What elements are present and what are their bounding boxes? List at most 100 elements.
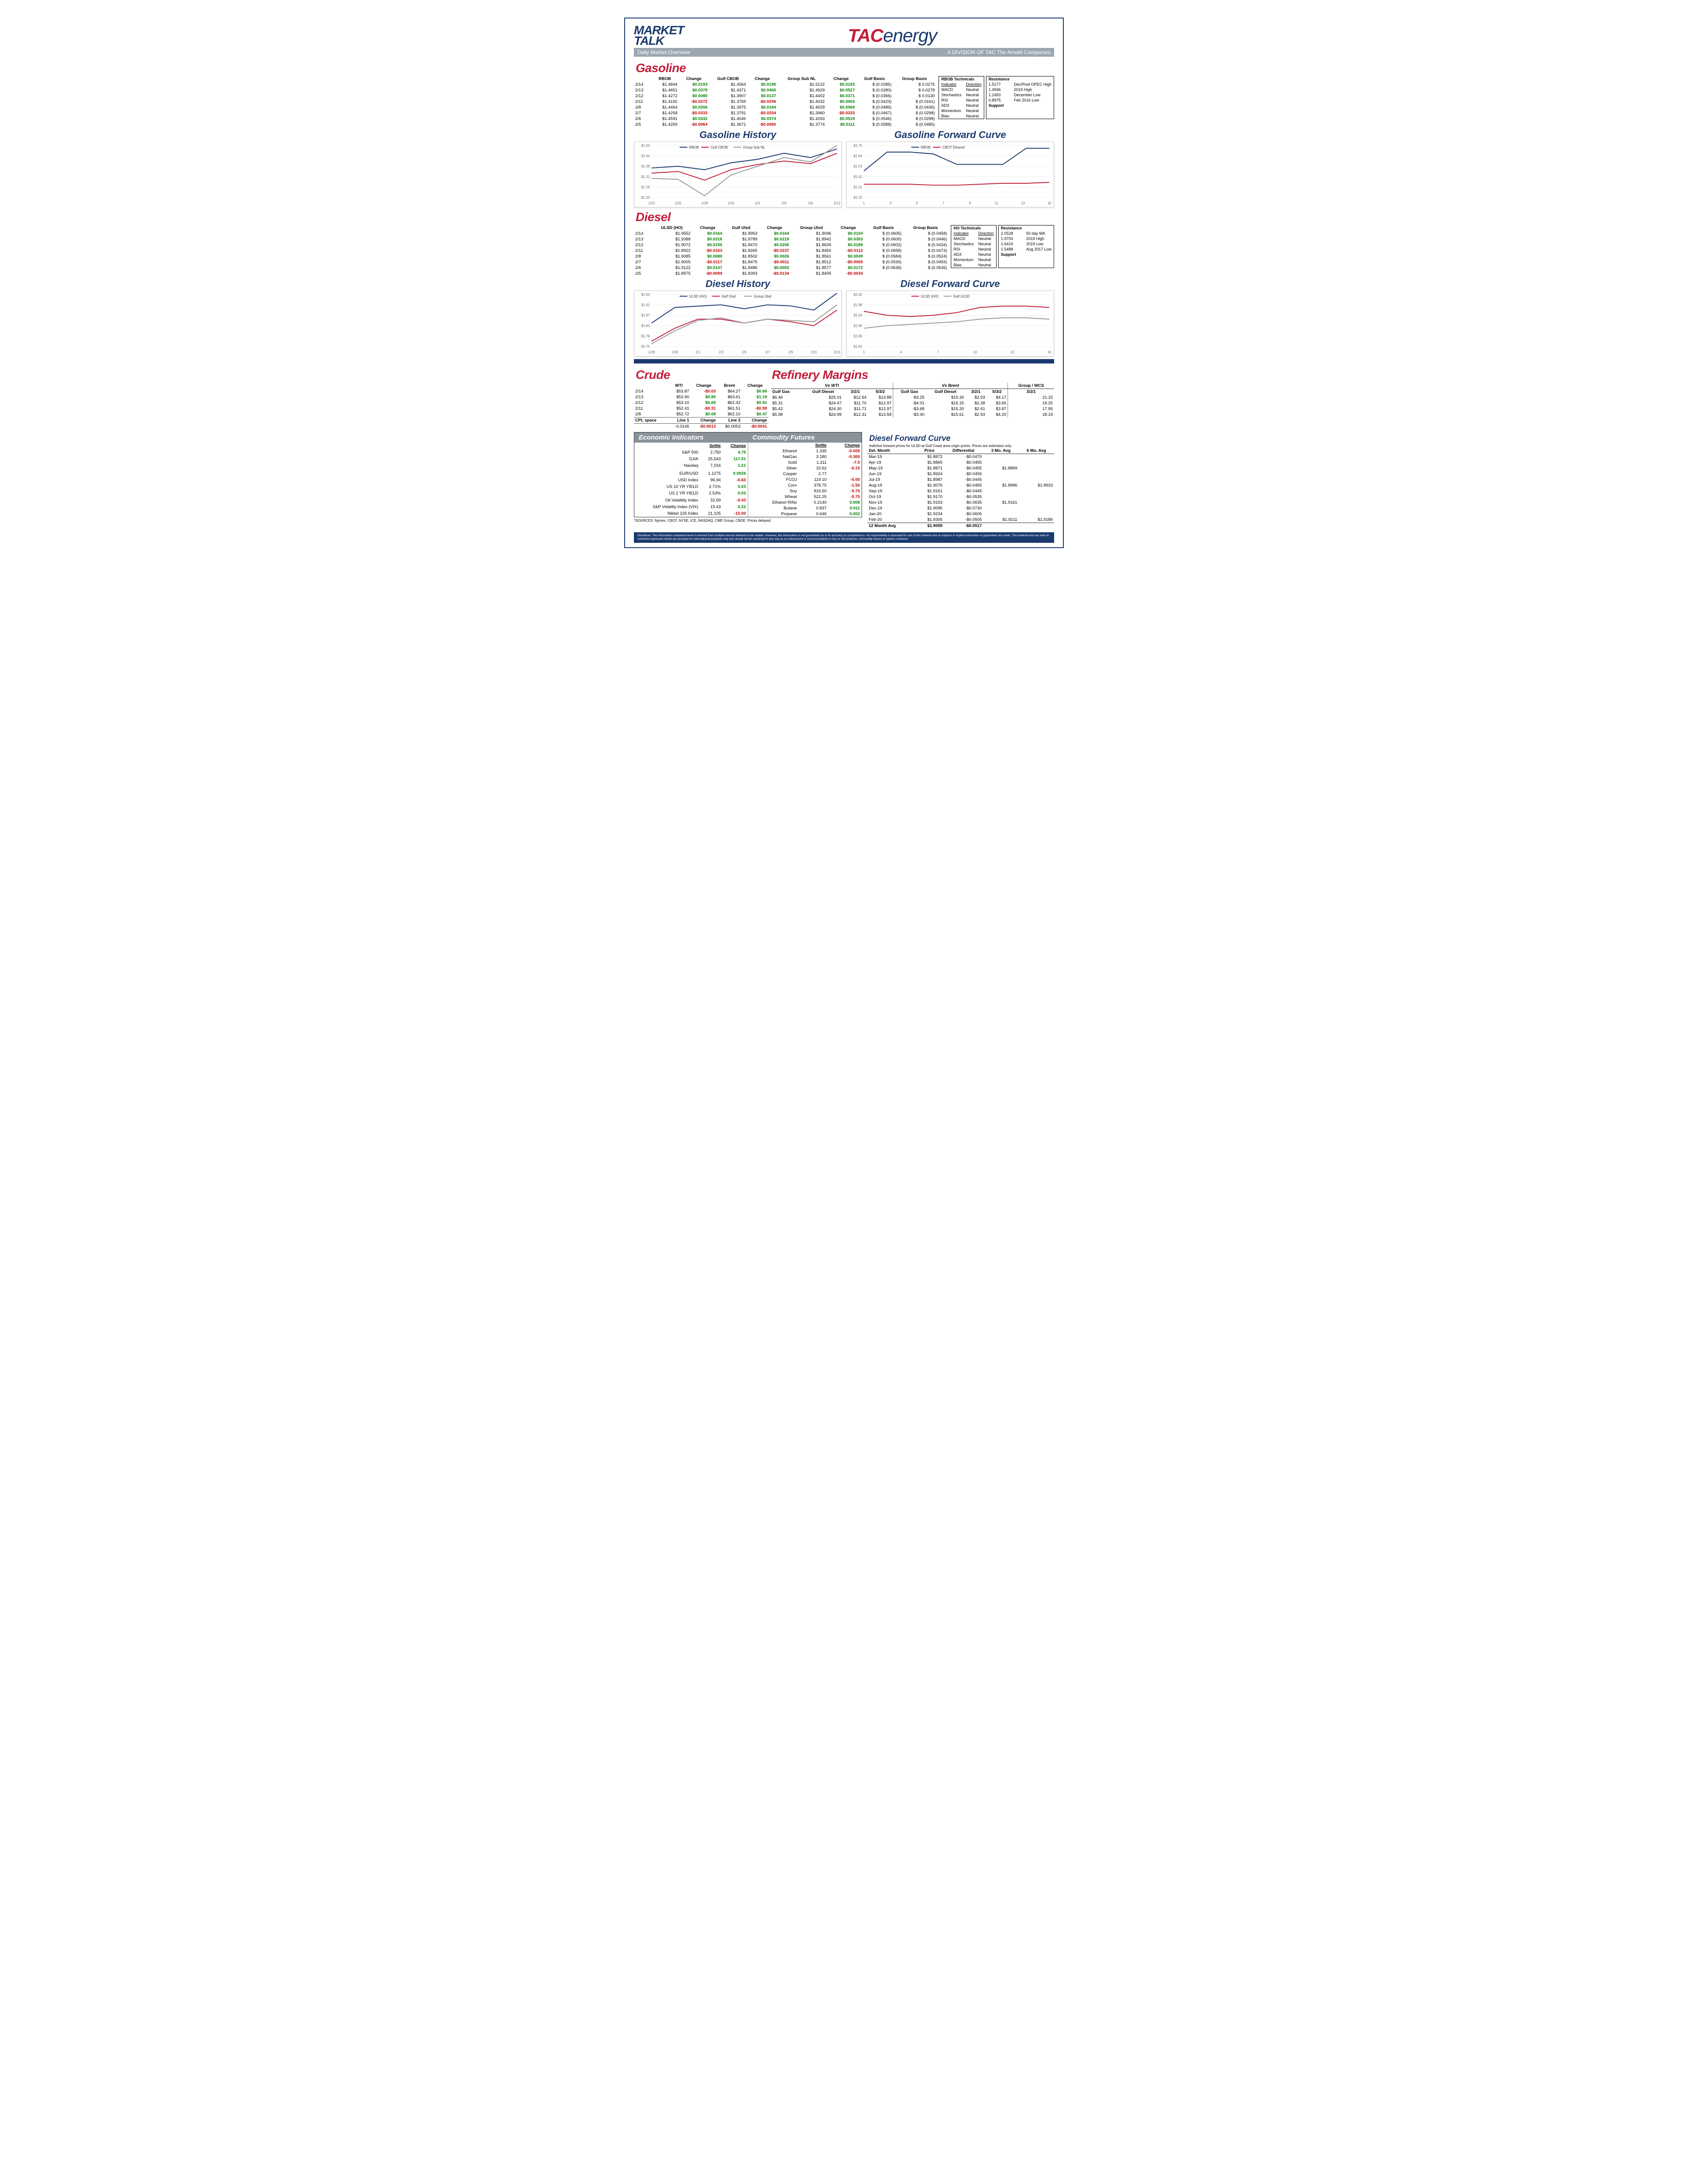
diesel-forward-title: Diesel Forward Curve [846, 278, 1054, 290]
col-header: Change [759, 225, 790, 231]
table-row: 2/13$1.9388$0.0316$1.8789$0.0218$1.8942$… [634, 236, 948, 242]
col-header [634, 76, 651, 82]
rbob-res-sup: Resistance1.5177Dec/Post OPEC High1.4946… [986, 76, 1054, 119]
svg-text:13: 13 [1021, 201, 1025, 205]
svg-text:ULSD (HO): ULSD (HO) [921, 294, 939, 298]
svg-text:$1.32: $1.32 [641, 175, 650, 179]
col-header: Change [747, 76, 777, 82]
gasoline-tech-group: RBOB TechnicalsIndicatorDirectionMACDNeu… [939, 76, 1054, 119]
table-row: 2/12$1.9072$0.0150$1.8470$0.0206$1.8639$… [634, 242, 948, 248]
header: MARKET TALK TACenergy [634, 25, 1054, 46]
table-row: 2/5$1.8975-$0.0099$1.8393-$0.0134$1.8405… [634, 271, 948, 276]
bottom-row: Economic Indicators Commodity Futures Se… [634, 432, 1054, 529]
gasoline-charts: Gasoline History $1.20$1.26$1.32$1.38$1.… [634, 127, 1054, 207]
brand-energy: energy [883, 25, 937, 46]
svg-text:$1.87: $1.87 [641, 313, 650, 317]
table-row: 2/6$1.4591$0.0332$1.4045$0.0374$1.4293$0… [634, 116, 936, 122]
svg-text:2/13: 2/13 [834, 350, 841, 354]
diesel-table-wrap: ULSD (HO)ChangeGulf UlsdChangeGroup Ulsd… [634, 225, 1054, 276]
gasoline-forward-chart: $1.20$1.31$1.42$1.53$1.64$1.751357911131… [846, 142, 1054, 207]
svg-text:Gulf CBOB: Gulf CBOB [711, 145, 728, 149]
subtitle: Daily Market Overview [637, 49, 690, 55]
table-row: 2/12$1.4272$0.0080$1.3907$0.0137$1.4402$… [634, 93, 936, 99]
svg-text:$1.83: $1.83 [641, 324, 650, 328]
svg-text:1: 1 [863, 201, 865, 205]
svg-text:4: 4 [900, 350, 902, 354]
market-talk-logo: MARKET TALK [634, 25, 731, 46]
diesel-history-chart: $1.75$1.79$1.83$1.87$1.91$1.951/281/302/… [634, 291, 842, 356]
svg-text:13: 13 [1010, 350, 1014, 354]
disclaimer: Disclaimer: The information contained he… [634, 532, 1054, 543]
col-header: Change [692, 225, 724, 231]
commod-table: SettleChangeEthanol1.335-0.005NatGas3.18… [748, 443, 862, 517]
table-row: 2/6$1.9122$0.0147$1.8486$0.0093$1.8577$0… [634, 265, 948, 271]
ho-technicals: HO TechnicalsIndicatorDirectionMACDNeutr… [951, 225, 997, 268]
diesel-tech-group: HO TechnicalsIndicatorDirectionMACDNeutr… [951, 225, 1054, 268]
svg-text:$1.42: $1.42 [854, 175, 862, 179]
brand-tac: TAC [848, 25, 883, 46]
svg-text:2/5: 2/5 [742, 350, 747, 354]
col-header: Gulf Basis [864, 225, 903, 231]
gasoline-table: RBOBChangeGulf CBOBChangeGroup Sub NLCha… [634, 76, 936, 127]
gasoline-history-title: Gasoline History [634, 129, 842, 141]
ho-res-sup: Resistance2.052850 day MA1.97032019 High… [998, 225, 1054, 268]
svg-text:$1.86: $1.86 [854, 334, 862, 338]
svg-text:1/22: 1/22 [648, 201, 655, 205]
table-row: 2/7$1.4258-$0.0333$1.3791-$0.0254$1.3960… [634, 110, 936, 116]
econ-table: SettleChangeS&P 5002,7504.75DJIA25,54311… [634, 443, 748, 517]
svg-text:CBOT Ethanol: CBOT Ethanol [942, 145, 965, 149]
svg-text:5: 5 [916, 201, 918, 205]
col-header: Gulf Basis [856, 76, 893, 82]
svg-text:Group Sub NL: Group Sub NL [743, 145, 765, 149]
table-row: 2/8$1.4464$0.0206$1.3975$0.0184$1.4029$0… [634, 105, 936, 110]
commod-header: Commodity Futures [748, 432, 862, 443]
svg-text:$1.90: $1.90 [854, 324, 862, 328]
svg-text:7: 7 [942, 201, 944, 205]
svg-text:1/31: 1/31 [728, 201, 734, 205]
svg-text:$1.44: $1.44 [641, 154, 650, 158]
diesel-charts: Diesel History $1.75$1.79$1.83$1.87$1.91… [634, 276, 1054, 356]
col-header: ULSD (HO) [652, 225, 692, 231]
svg-text:7: 7 [937, 350, 939, 354]
table-row: 2/14$1.9552$0.0164$1.8953$0.0164$1.9096$… [634, 231, 948, 236]
svg-text:$1.79: $1.79 [641, 334, 650, 338]
svg-text:2/3: 2/3 [755, 201, 760, 205]
svg-text:1/25: 1/25 [675, 201, 682, 205]
report-page: MARKET TALK TACenergy Daily Market Overv… [624, 18, 1064, 548]
table-row: 2/5$1.4259-$0.0064$1.3671-$0.0060$1.3774… [634, 122, 936, 127]
svg-text:ULSD (HO): ULSD (HO) [689, 294, 707, 298]
dfc-title: Diesel Forward Curve [869, 434, 1054, 443]
svg-text:$1.26: $1.26 [641, 185, 650, 189]
econ-commod-box: Economic Indicators Commodity Futures Se… [634, 432, 862, 517]
svg-text:2/9: 2/9 [808, 201, 813, 205]
col-header: RBOB [651, 76, 679, 82]
col-header: Group Sub NL [777, 76, 826, 82]
col-header: Change [826, 76, 856, 82]
crude-table: WTIChangeBrentChange2/14$53.87-$0.03$64.… [634, 383, 768, 429]
svg-text:2/1: 2/1 [695, 350, 700, 354]
col-header: Group Ulsd [790, 225, 833, 231]
table-row: 2/11$1.8922-$0.0163$1.8265-$0.0237$1.845… [634, 248, 948, 254]
diesel-title: Diesel [636, 210, 1054, 224]
svg-text:1/28: 1/28 [701, 201, 708, 205]
econ-header: Economic Indicators [634, 432, 748, 443]
talk-word: TALK [634, 36, 731, 46]
gasoline-table-wrap: RBOBChangeGulf CBOBChangeGroup Sub NLCha… [634, 76, 1054, 127]
subheader-bar: Daily Market Overview A DIVISION OF TAC … [634, 48, 1054, 57]
gasoline-forward-title: Gasoline Forward Curve [846, 129, 1054, 141]
svg-text:RBOB: RBOB [689, 145, 699, 149]
svg-text:Group Ulsd: Group Ulsd [754, 294, 771, 298]
dfc-table: Del. MonthPriceDifferential3 Mo. Avg6 Mo… [867, 448, 1054, 529]
rbob-technicals: RBOB TechnicalsIndicatorDirectionMACDNeu… [939, 76, 984, 119]
svg-text:15: 15 [1048, 201, 1051, 205]
svg-text:1/30: 1/30 [671, 350, 678, 354]
svg-text:9: 9 [969, 201, 971, 205]
crude-refinery-row: WTIChangeBrentChange2/14$53.87-$0.03$64.… [634, 383, 1054, 429]
svg-text:$1.53: $1.53 [854, 164, 862, 168]
dfc-subtitle: Indictive forward prices for ULSD at Gul… [869, 444, 1054, 448]
col-header: Gulf Ulsd [724, 225, 759, 231]
table-row: 2/14$1.4844$0.0193$1.4564$0.0195$1.5122$… [634, 82, 936, 87]
svg-text:Gulf Ulsd: Gulf Ulsd [721, 294, 735, 298]
table-row: 2/8$1.9085$0.0080$1.8502$0.0026$1.8561$0… [634, 254, 948, 259]
svg-text:$1.94: $1.94 [854, 313, 862, 317]
